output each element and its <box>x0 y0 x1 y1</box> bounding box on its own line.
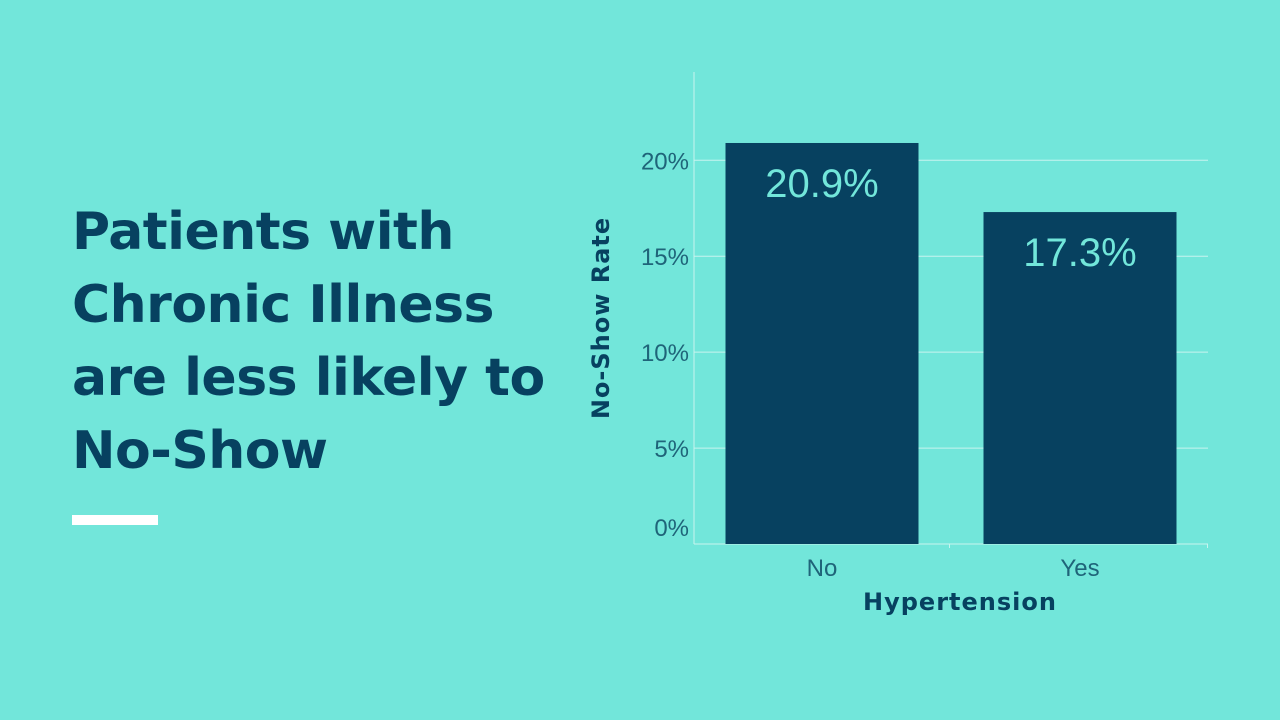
data-label: 17.3% <box>1023 231 1136 275</box>
y-tick-label: 0% <box>654 515 689 542</box>
x-tick-label: Yes <box>1060 555 1099 582</box>
bars <box>725 142 1177 544</box>
x-axis-title: Hypertension <box>863 588 1057 616</box>
headline-underline <box>72 515 158 525</box>
x-tick-label: No <box>807 555 838 582</box>
y-tick-label: 5% <box>654 436 689 463</box>
y-tick-label: 20% <box>641 148 689 175</box>
headline: Patients with Chronic Illness are less l… <box>72 202 545 481</box>
bar-no <box>725 142 919 544</box>
labels: 0% 5% 10% 15% 20% 20.9% No 17.3% YesHypertension… <box>587 148 1137 616</box>
bar-yes <box>983 212 1177 544</box>
data-label: 20.9% <box>765 162 878 206</box>
y-axis-title: No-Show Rate <box>587 217 615 419</box>
y-tick-label: 10% <box>641 340 689 367</box>
y-tick-label: 15% <box>641 244 689 271</box>
